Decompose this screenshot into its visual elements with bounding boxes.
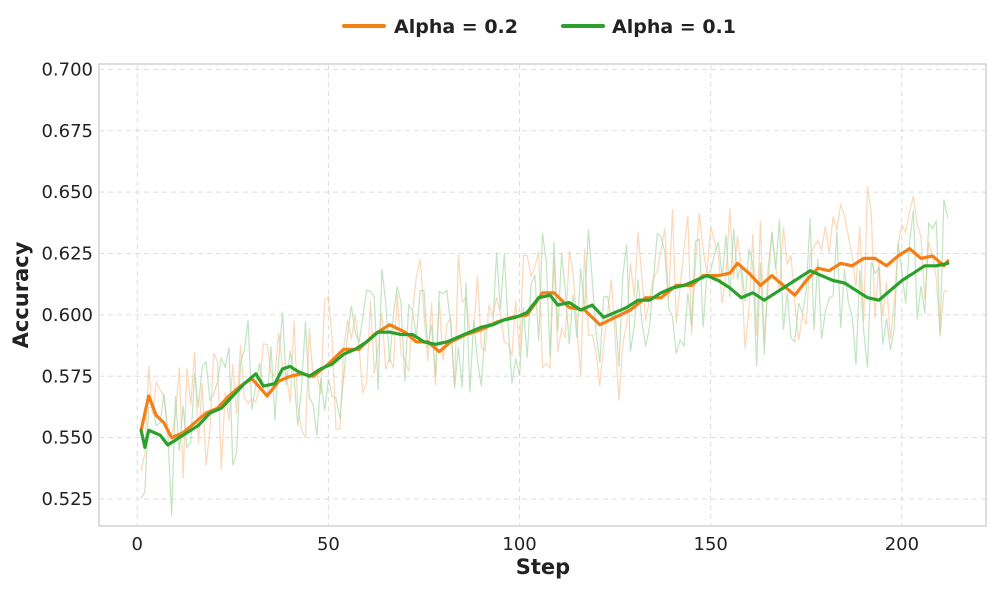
x-tick-label: 100 bbox=[502, 534, 536, 555]
raw-line-alpha-0-1 bbox=[140, 199, 949, 516]
tick-labels: 0 50 100 150 200 0.525 0.550 0.575 0.600 0.625 0.6… bbox=[41, 59, 919, 555]
smoothed-series-layer bbox=[139, 247, 950, 449]
series-line-alpha-0-1 bbox=[139, 261, 950, 449]
legend-label-alpha-0-1: Alpha = 0.1 bbox=[612, 16, 736, 38]
y-tick-label: 0.550 bbox=[41, 428, 93, 449]
legend: Alpha = 0.2 Alpha = 0.1 bbox=[342, 16, 736, 38]
grid-lines bbox=[99, 64, 986, 526]
y-tick-label: 0.600 bbox=[41, 305, 93, 326]
y-tick-label: 0.575 bbox=[41, 366, 93, 387]
legend-label-alpha-0-2: Alpha = 0.2 bbox=[394, 16, 518, 38]
x-tick-label: 50 bbox=[317, 534, 340, 555]
y-tick-label: 0.625 bbox=[41, 244, 93, 265]
raw-noise-layer bbox=[140, 186, 949, 516]
y-tick-label: 0.700 bbox=[41, 59, 93, 80]
raw-line-alpha-0-2 bbox=[140, 186, 948, 479]
y-tick-label: 0.525 bbox=[41, 489, 93, 510]
x-tick-label: 0 bbox=[132, 534, 143, 555]
y-axis-label: Accuracy bbox=[9, 241, 33, 348]
x-tick-label: 150 bbox=[694, 534, 728, 555]
x-axis-label: Step bbox=[516, 555, 570, 579]
x-tick-label: 200 bbox=[885, 534, 919, 555]
y-tick-label: 0.650 bbox=[41, 182, 93, 203]
plot-frame bbox=[98, 63, 987, 527]
y-tick-label: 0.675 bbox=[41, 121, 93, 142]
